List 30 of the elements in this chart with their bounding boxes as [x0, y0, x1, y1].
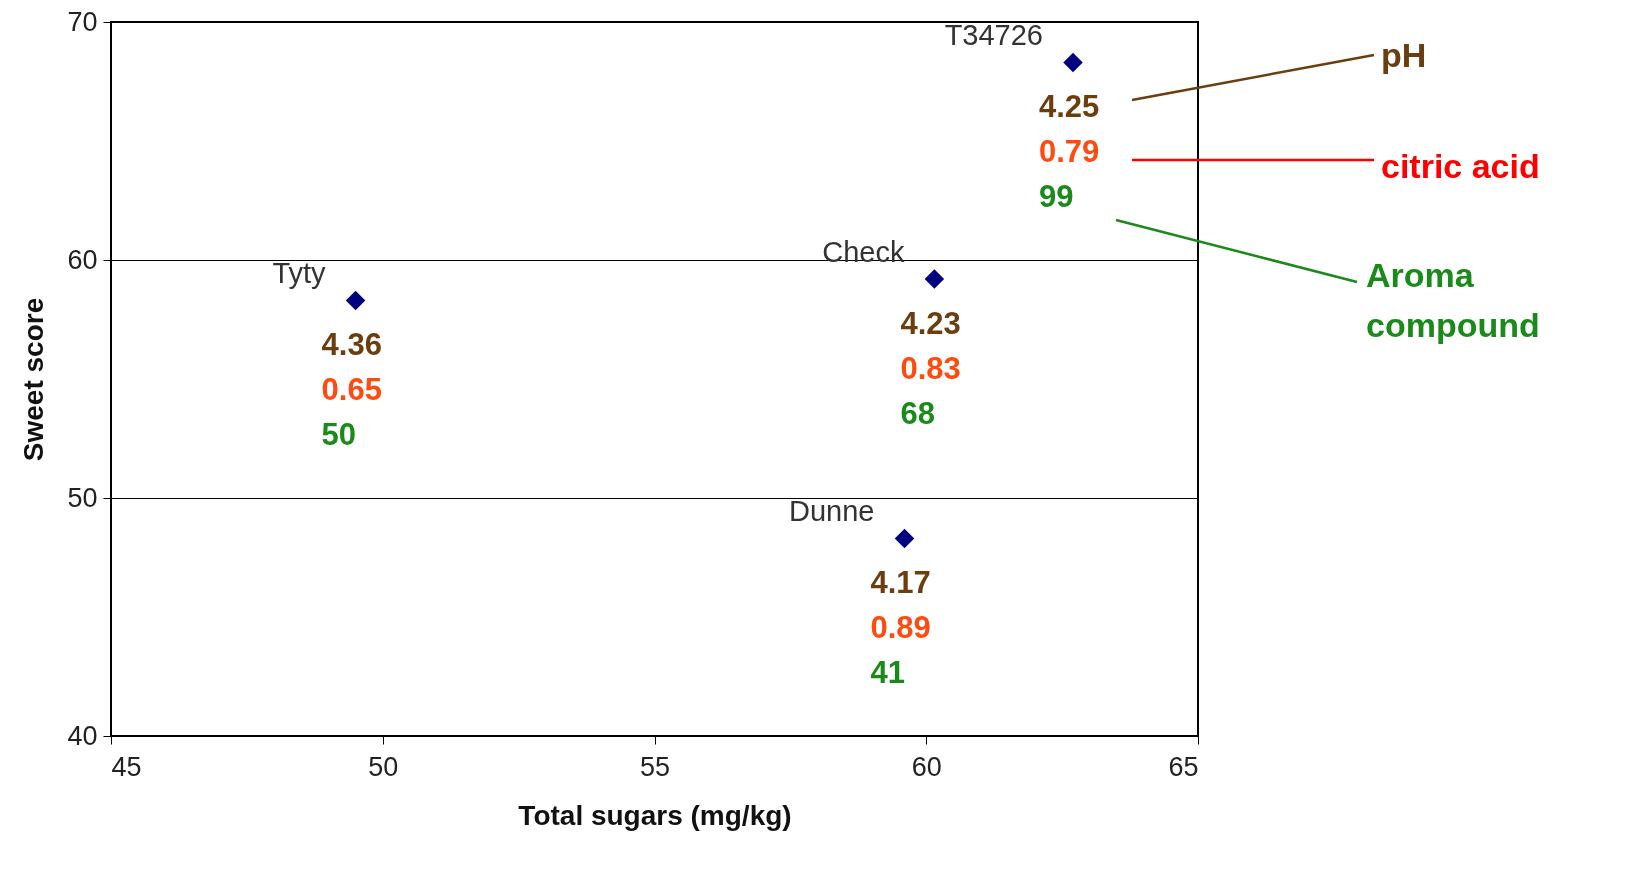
y-tick-label: 40 [67, 720, 98, 751]
text: citric acid [1381, 147, 1540, 185]
x-tick-label: 55 [639, 751, 671, 782]
annotation: 4.17 [870, 565, 931, 601]
annotation: 50 [321, 417, 357, 453]
y-tick-label: 50 [67, 482, 98, 513]
text: pH [1381, 36, 1427, 74]
annotation: 99 [1038, 179, 1074, 215]
x-tick-label: 45 [111, 751, 142, 782]
series-label: Tyty [272, 257, 327, 290]
annotation: 0.79 [1038, 134, 1100, 170]
annotation: 4.36 [321, 327, 382, 363]
text: Aroma compound [1366, 256, 1540, 344]
x-tick-label: 60 [911, 751, 942, 782]
annotation: 0.65 [321, 372, 382, 408]
annotation: 4.25 [1038, 89, 1100, 125]
series-label: Dunne [789, 495, 875, 528]
y-tick-label: 60 [67, 244, 98, 275]
y-tick-label: 70 [67, 6, 98, 37]
x-axis-title: Total sugars (mg/kg) [518, 799, 792, 831]
annotation: 41 [870, 655, 905, 691]
series-label: T34726 [944, 19, 1043, 52]
x-tick-label: 50 [368, 751, 399, 782]
annotation: 0.83 [900, 351, 961, 387]
x-tick-label: 65 [1168, 751, 1199, 782]
series-label: Check [822, 236, 905, 269]
y-axis-title: Sweet score [18, 297, 50, 462]
annotation: 0.89 [870, 610, 931, 646]
annotation: 4.23 [900, 306, 961, 342]
annotation: 68 [900, 396, 935, 432]
